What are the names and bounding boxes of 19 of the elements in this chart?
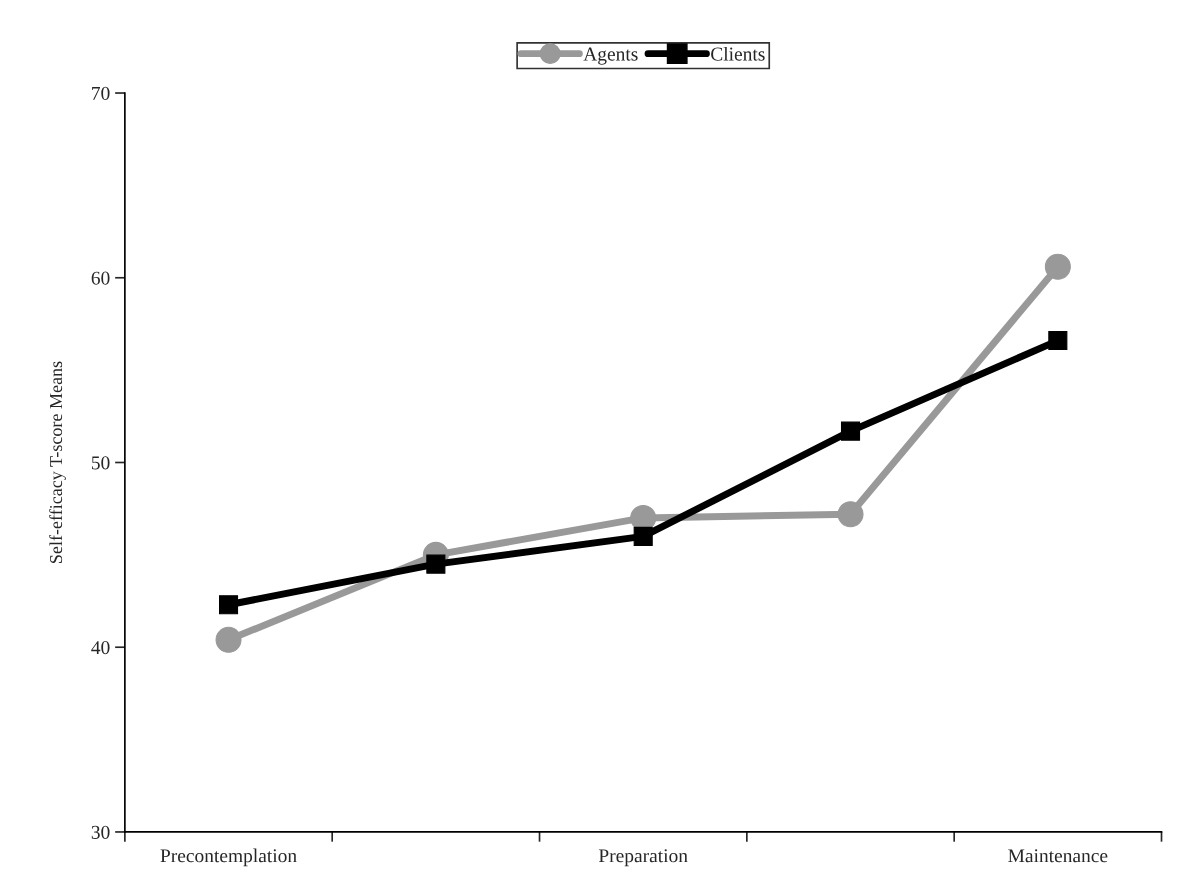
point (840, 421, 861, 441)
point (215, 626, 242, 653)
point (1048, 331, 1068, 351)
x-tick-label: Precontemplation (160, 848, 297, 867)
point (633, 526, 653, 546)
x-tick-label: Preparation (598, 849, 688, 867)
y-tick-label: 30 (91, 825, 110, 839)
point (837, 501, 864, 528)
point (426, 554, 446, 574)
legend-label: Clients (711, 46, 765, 61)
y-tick-label: 40 (91, 641, 110, 655)
y-tick-label: 70 (92, 86, 110, 100)
y-tick-label: 60 (91, 271, 110, 285)
point (1044, 253, 1071, 280)
y-axis-title: Self-efficacy T-score Means (49, 361, 66, 563)
legend-label: Agents (583, 47, 638, 65)
y-tick-label: 50 (91, 456, 110, 470)
x-tick-label: Maintenance (1008, 849, 1108, 863)
point (218, 595, 239, 615)
